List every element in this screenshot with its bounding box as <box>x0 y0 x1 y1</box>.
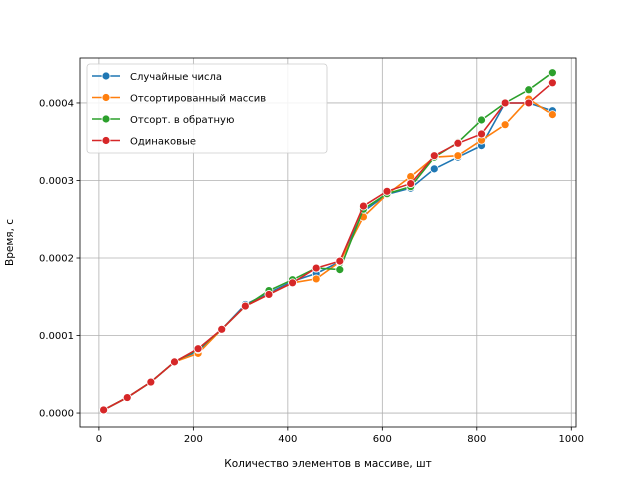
data-point <box>335 256 345 266</box>
legend-marker <box>101 114 111 124</box>
data-point <box>335 265 345 275</box>
x-tick-label: 200 <box>184 434 203 445</box>
data-point <box>453 138 463 148</box>
x-tick-label: 0 <box>96 434 102 445</box>
legend-box <box>86 63 328 154</box>
x-tick-label: 800 <box>467 434 486 445</box>
y-tick-label: 0.0000 <box>39 409 74 420</box>
legend-item: Отсортированный массив <box>92 93 266 105</box>
data-point <box>524 85 534 95</box>
x-tick-label: 600 <box>373 434 392 445</box>
data-point <box>193 344 203 354</box>
data-point <box>264 290 274 299</box>
data-point <box>524 98 534 108</box>
data-point <box>288 278 297 288</box>
data-point <box>500 120 510 130</box>
plot-frame <box>79 57 577 428</box>
data-point <box>311 263 321 273</box>
data-point <box>146 377 156 387</box>
data-point <box>217 324 227 334</box>
y-tick-label: 0.0001 <box>39 331 74 342</box>
data-point <box>122 393 132 402</box>
data-point <box>99 405 109 415</box>
data-point <box>359 201 368 211</box>
legend: Случайные числа Отсортированный массив Отс… <box>86 63 328 154</box>
legend-label: Случайные числа <box>130 72 222 83</box>
data-point <box>240 301 250 311</box>
data-point <box>477 115 486 125</box>
data-point <box>500 98 510 108</box>
x-tick-label: 400 <box>278 434 297 445</box>
legend-label: Отсорт. в обратную <box>130 115 234 126</box>
axes: 0 200 400 600 800 1000 0.0000 0.0001 0.0002 0.000… <box>39 99 584 445</box>
legend-marker <box>101 71 111 81</box>
data-point <box>311 274 321 284</box>
data-point <box>547 110 557 119</box>
x-tick-label: 1000 <box>559 434 584 445</box>
data-point <box>547 68 557 78</box>
y-tick-label: 0.0002 <box>39 254 74 265</box>
series-4 <box>99 78 557 415</box>
x-axis-label: Количество элементов в массиве, шт <box>224 458 431 470</box>
legend-item: Случайные числа <box>92 71 222 83</box>
data-point <box>429 164 439 174</box>
data-point <box>382 186 392 196</box>
legend-item: Одинаковые <box>92 136 196 148</box>
y-axis-label: Время, с <box>4 219 16 266</box>
data-point <box>406 179 416 188</box>
legend-label: Одинаковые <box>130 137 196 148</box>
y-tick-label: 0.0003 <box>39 176 74 187</box>
data-point <box>453 151 463 161</box>
data-point <box>170 357 179 367</box>
series-lines <box>99 68 557 415</box>
legend-label: Отсортированный массив <box>130 94 266 105</box>
data-point <box>429 151 439 161</box>
data-point <box>547 78 557 88</box>
legend-marker <box>101 136 111 145</box>
data-point <box>477 129 486 139</box>
legend-item: Отсорт. в обратную <box>92 114 234 126</box>
legend-marker <box>101 93 111 102</box>
y-tick-label: 0.0004 <box>39 99 74 110</box>
